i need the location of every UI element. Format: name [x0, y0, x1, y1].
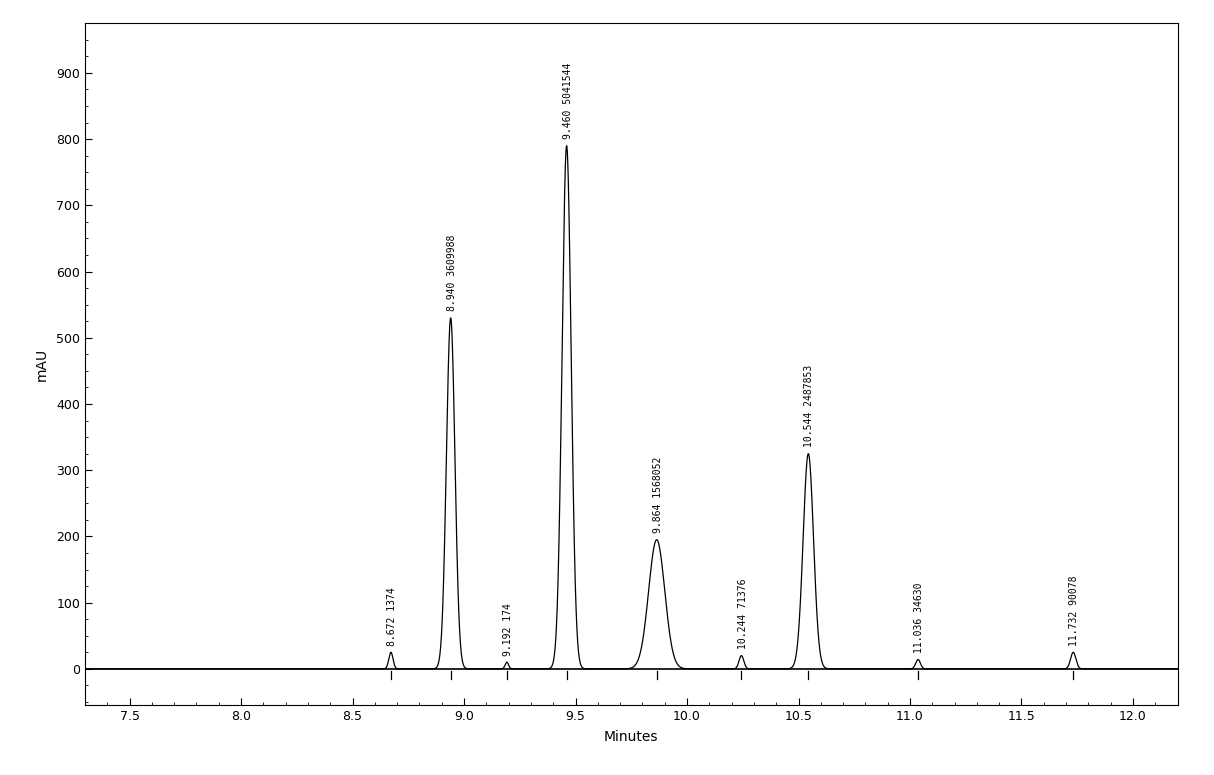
- Text: 9.864 1568052: 9.864 1568052: [653, 456, 663, 533]
- Text: 8.672 1374: 8.672 1374: [387, 587, 397, 646]
- Text: 9.460 5041544: 9.460 5041544: [563, 63, 573, 140]
- Y-axis label: mAU: mAU: [35, 348, 50, 381]
- Text: 11.036 34630: 11.036 34630: [914, 583, 924, 653]
- Text: 8.940 3609988: 8.940 3609988: [447, 235, 456, 312]
- Text: 10.544 2487853: 10.544 2487853: [805, 365, 815, 447]
- Text: 11.732 90078: 11.732 90078: [1070, 575, 1079, 646]
- Text: 10.244 71376: 10.244 71376: [738, 578, 748, 649]
- Text: 9.192 174: 9.192 174: [503, 603, 514, 656]
- X-axis label: Minutes: Minutes: [605, 730, 658, 744]
